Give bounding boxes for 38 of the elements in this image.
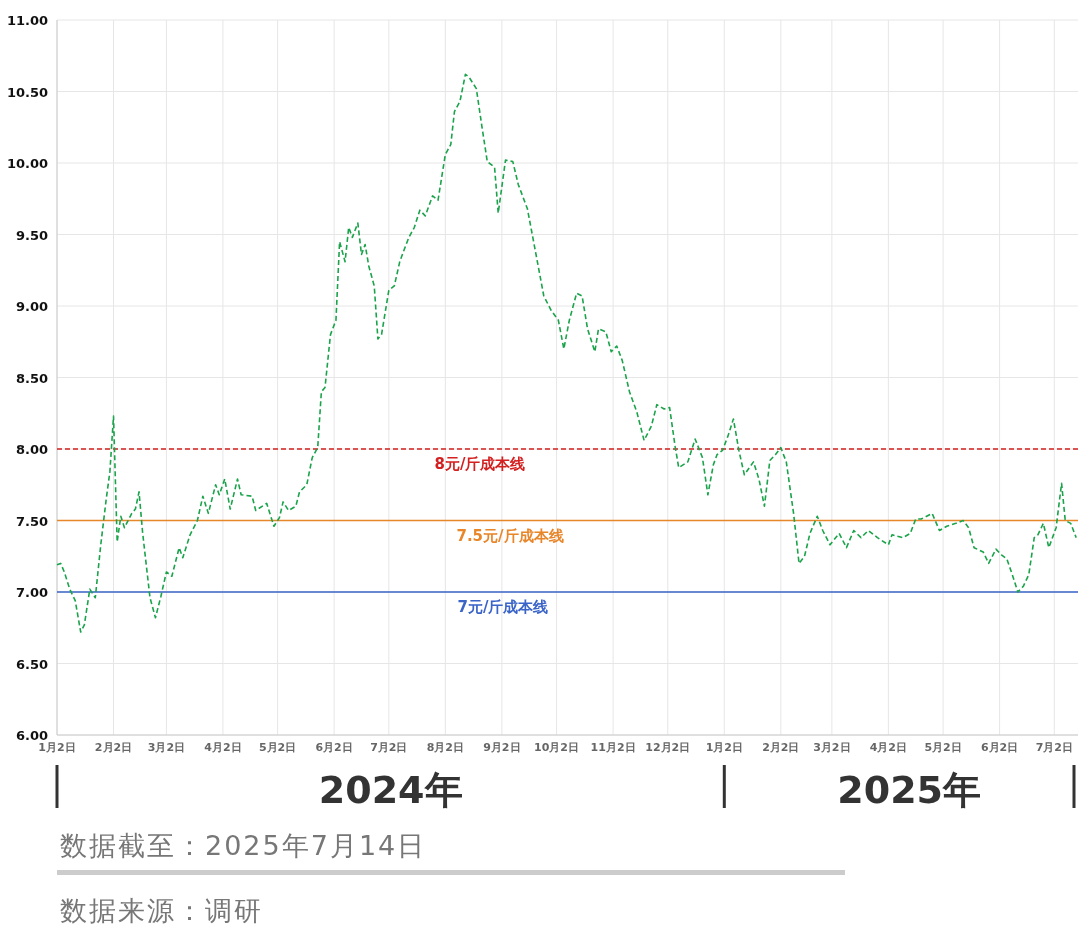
x-tick-label: 4月2日	[869, 741, 908, 754]
text: 2025年	[837, 768, 982, 812]
x-tick-label: 3月2日	[813, 741, 851, 754]
y-tick-label: 7.00	[15, 585, 48, 600]
line-series	[56, 73, 1077, 633]
x-tick-label: 6月2日	[315, 741, 353, 754]
x-tick-label: 5月2日	[258, 741, 297, 754]
y-tick-label: 8.00	[15, 442, 48, 457]
x-tick-label: 3月2日	[147, 741, 186, 754]
x-tick-label: 2月2日	[762, 741, 800, 754]
y-tick-label: 10.00	[6, 156, 48, 171]
x-tick-label: 1月2日	[38, 741, 76, 754]
ref-line-label: 7.5元/斤成本线	[456, 526, 564, 545]
text: 2024年	[318, 768, 463, 812]
x-tick-label: 9月2日	[483, 741, 521, 754]
x-tick-label: 6月2日	[980, 741, 1019, 754]
x-tick-label: 12月2日	[645, 741, 691, 754]
x-tick-label: 8月2日	[426, 741, 464, 754]
text: 数据截至：2025年7月14日	[60, 830, 427, 861]
x-tick-label: 10月2日	[534, 741, 580, 754]
y-tick-label: 8.50	[15, 370, 48, 386]
y-tick-label: 6.00	[15, 728, 48, 743]
x-tick-label: 7月2日	[370, 741, 408, 754]
y-tick-label: 10.50	[6, 84, 48, 100]
y-tick-label: 11.00	[6, 13, 48, 28]
y-tick-label: 7.50	[15, 513, 48, 529]
x-tick-label: 7月2日	[1035, 741, 1073, 754]
x-tick-label: 11月2日	[590, 741, 636, 754]
y-tick-label: 9.50	[15, 227, 48, 243]
x-tick-label: 1月2日	[705, 741, 743, 754]
x-tick-label: 2月2日	[94, 741, 133, 754]
y-tick-label: 6.50	[15, 656, 48, 672]
ref-line-label: 8元/斤成本线	[434, 455, 526, 473]
ref-line-label: 7元/斤成本线	[457, 598, 549, 616]
x-tick-label: 5月2日	[924, 741, 962, 754]
source-note: 数据来源：调研	[60, 895, 263, 926]
y-tick-label: 9.00	[15, 299, 48, 314]
x-tick-label: 4月2日	[204, 741, 242, 754]
